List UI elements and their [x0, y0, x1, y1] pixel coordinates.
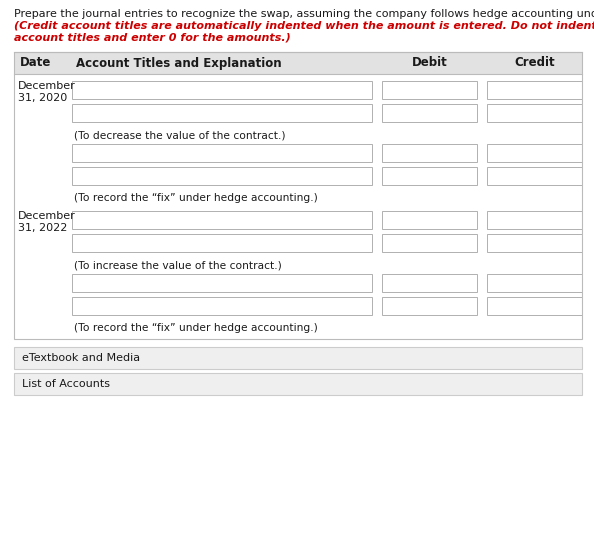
Text: 31, 2022: 31, 2022 — [18, 223, 67, 233]
Text: 31, 2020: 31, 2020 — [18, 93, 67, 103]
Text: December: December — [18, 81, 76, 91]
FancyBboxPatch shape — [72, 144, 372, 162]
FancyBboxPatch shape — [382, 81, 477, 99]
FancyBboxPatch shape — [72, 104, 372, 122]
FancyBboxPatch shape — [382, 274, 477, 292]
FancyBboxPatch shape — [72, 234, 372, 252]
FancyBboxPatch shape — [487, 297, 582, 315]
Text: Date: Date — [20, 56, 51, 70]
FancyBboxPatch shape — [72, 81, 372, 99]
FancyBboxPatch shape — [72, 297, 372, 315]
FancyBboxPatch shape — [382, 167, 477, 185]
FancyBboxPatch shape — [14, 52, 582, 74]
FancyBboxPatch shape — [382, 104, 477, 122]
Text: (Credit account titles are automatically indented when the amount is entered. Do: (Credit account titles are automatically… — [14, 21, 594, 31]
FancyBboxPatch shape — [487, 274, 582, 292]
FancyBboxPatch shape — [487, 81, 582, 99]
Text: (To record the “fix” under hedge accounting.): (To record the “fix” under hedge account… — [74, 193, 318, 203]
Text: (To decrease the value of the contract.): (To decrease the value of the contract.) — [74, 130, 286, 140]
FancyBboxPatch shape — [14, 347, 582, 369]
FancyBboxPatch shape — [487, 144, 582, 162]
FancyBboxPatch shape — [72, 167, 372, 185]
Text: eTextbook and Media: eTextbook and Media — [22, 353, 140, 363]
FancyBboxPatch shape — [487, 234, 582, 252]
FancyBboxPatch shape — [487, 104, 582, 122]
Text: Debit: Debit — [412, 56, 447, 70]
Text: December: December — [18, 211, 76, 221]
FancyBboxPatch shape — [487, 211, 582, 229]
FancyBboxPatch shape — [382, 144, 477, 162]
FancyBboxPatch shape — [382, 211, 477, 229]
FancyBboxPatch shape — [72, 211, 372, 229]
Text: Prepare the journal entries to recognize the swap, assuming the company follows : Prepare the journal entries to recognize… — [14, 9, 594, 19]
FancyBboxPatch shape — [14, 373, 582, 395]
Text: (To record the “fix” under hedge accounting.): (To record the “fix” under hedge account… — [74, 323, 318, 333]
Text: account titles and enter 0 for the amounts.): account titles and enter 0 for the amoun… — [14, 33, 290, 43]
FancyBboxPatch shape — [487, 167, 582, 185]
FancyBboxPatch shape — [382, 297, 477, 315]
FancyBboxPatch shape — [72, 274, 372, 292]
FancyBboxPatch shape — [382, 234, 477, 252]
Text: Credit: Credit — [514, 56, 555, 70]
Text: Account Titles and Explanation: Account Titles and Explanation — [76, 56, 282, 70]
Text: List of Accounts: List of Accounts — [22, 379, 110, 389]
Text: (To increase the value of the contract.): (To increase the value of the contract.) — [74, 260, 282, 270]
